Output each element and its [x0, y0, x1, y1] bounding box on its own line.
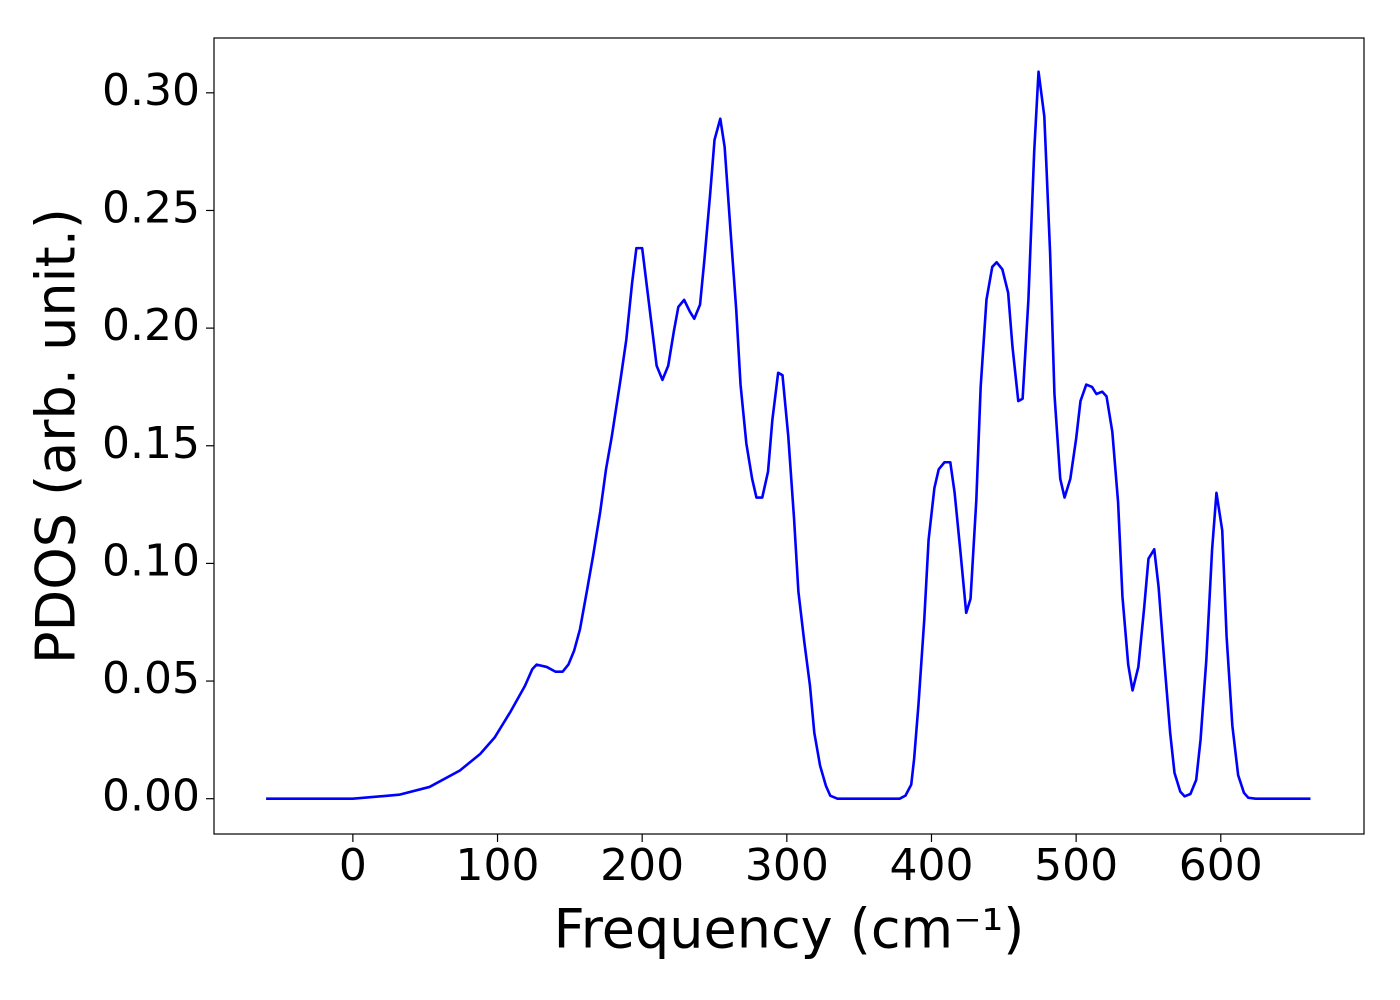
- x-tick-label: 0: [339, 840, 367, 891]
- x-axis-label: Frequency (cm⁻¹): [554, 898, 1025, 961]
- y-axis-label: PDOS (arb. unit.): [25, 208, 88, 664]
- x-tick-label: 300: [745, 840, 829, 891]
- x-tick-label: 100: [456, 840, 540, 891]
- x-tick-label: 500: [1034, 840, 1118, 891]
- x-tick-label: 200: [600, 840, 684, 891]
- x-tick-label: 400: [889, 840, 973, 891]
- y-tick-label: 0.10: [102, 535, 200, 586]
- plot-frame: [213, 37, 1365, 835]
- y-tick-label: 0.30: [102, 65, 200, 116]
- y-tick-label: 0.00: [102, 771, 200, 822]
- y-tick-label: 0.20: [102, 300, 200, 351]
- x-tick-label: 600: [1179, 840, 1263, 891]
- y-tick-label: 0.25: [102, 182, 200, 233]
- data-line: [266, 70, 1311, 801]
- y-tick-label: 0.05: [102, 653, 200, 704]
- y-tick-label: 0.15: [102, 418, 200, 469]
